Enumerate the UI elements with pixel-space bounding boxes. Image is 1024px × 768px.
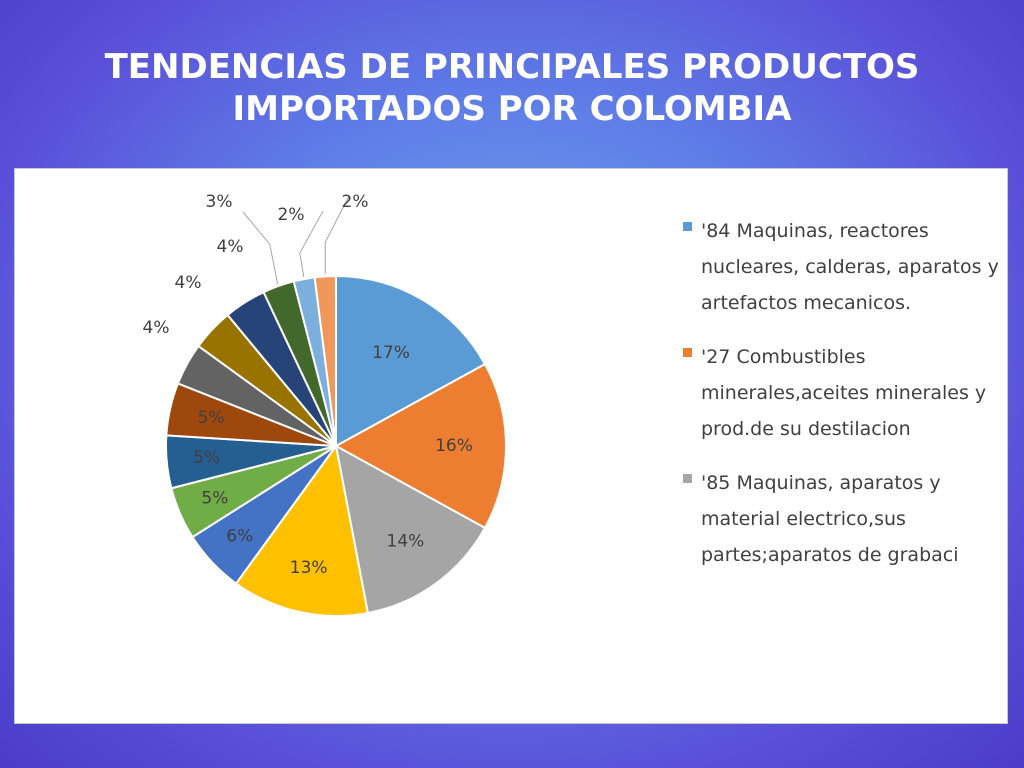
legend-item-85: '85 Maquinas, aparatos y material electr… xyxy=(683,465,1003,573)
slice-data-label: 4% xyxy=(217,237,244,257)
legend-item-84: '84 Maquinas, reactores nucleares, calde… xyxy=(683,213,1003,321)
slice-data-label: 2% xyxy=(278,205,305,225)
slice-data-label: 14% xyxy=(387,532,425,552)
legend-swatch xyxy=(683,348,692,357)
slice-data-label: 2% xyxy=(342,192,369,212)
pie-slice xyxy=(333,362,507,530)
chart-legend: '84 Maquinas, reactores nucleares, calde… xyxy=(683,213,1003,591)
pie-slice xyxy=(313,274,337,447)
pie-chart: 17% 16% 14% 13% 6% 5% 5% 5% 4% 4% 4% 3% 2% 2% xyxy=(143,192,507,617)
pie-slice xyxy=(335,274,487,448)
pie-slice xyxy=(234,443,370,617)
slice-data-label: 6% xyxy=(226,526,253,546)
leader-line xyxy=(324,195,350,275)
slice-data-label: 3% xyxy=(206,192,233,212)
slide-title-line-1: TENDENCIAS DE PRINCIPALES PRODUCTOS xyxy=(104,47,920,87)
legend-label: '27 Combustibles minerales,aceites miner… xyxy=(701,346,987,440)
slice-data-label: 5% xyxy=(198,408,225,428)
slice-data-label: 4% xyxy=(175,273,202,293)
slice-data-label: 5% xyxy=(193,448,220,468)
leader-line xyxy=(242,211,279,285)
legend-label: '85 Maquinas, aparatos y material electr… xyxy=(701,472,959,566)
slide-title-line-2: IMPORTADOS POR COLOMBIA xyxy=(232,89,792,129)
slice-data-label: 13% xyxy=(290,558,328,578)
slice-data-label: 5% xyxy=(201,488,228,508)
leader-line xyxy=(299,210,324,278)
legend-label: '84 Maquinas, reactores nucleares, calde… xyxy=(701,220,999,314)
chart-panel: 17% 16% 14% 13% 6% 5% 5% 5% 4% 4% 4% 3% 2% 2% '84 Maq… xyxy=(14,168,1008,724)
legend-swatch xyxy=(683,474,692,483)
slice-data-label: 17% xyxy=(372,343,410,363)
slice-data-label: 16% xyxy=(435,436,473,456)
slice-data-label: 4% xyxy=(143,318,170,338)
legend-swatch xyxy=(683,222,692,231)
pie-slice xyxy=(334,444,487,615)
slide-title: TENDENCIAS DE PRINCIPALES PRODUCTOS IMPO… xyxy=(40,46,984,130)
legend-item-27: '27 Combustibles minerales,aceites miner… xyxy=(683,339,1003,447)
